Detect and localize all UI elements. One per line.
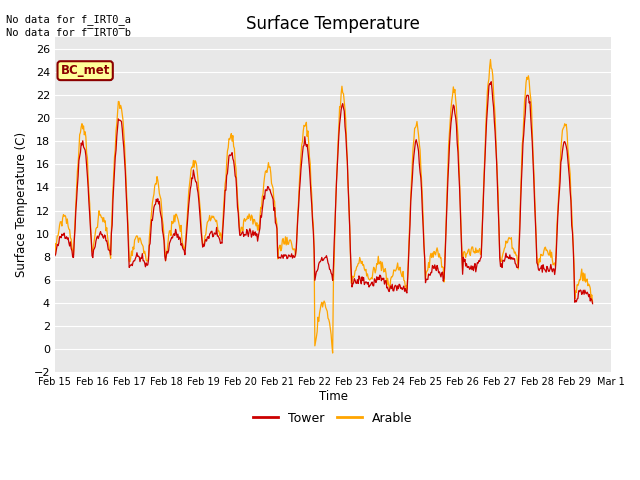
Title: Surface Temperature: Surface Temperature bbox=[246, 15, 420, 33]
Text: No data for f̅IRT0̅b: No data for f̅IRT0̅b bbox=[6, 28, 131, 38]
Text: BC_met: BC_met bbox=[60, 64, 110, 77]
Text: No data for f_IRT0_a: No data for f_IRT0_a bbox=[6, 13, 131, 24]
Legend: Tower, Arable: Tower, Arable bbox=[248, 407, 418, 430]
Y-axis label: Surface Temperature (C): Surface Temperature (C) bbox=[15, 132, 28, 277]
X-axis label: Time: Time bbox=[319, 390, 348, 403]
